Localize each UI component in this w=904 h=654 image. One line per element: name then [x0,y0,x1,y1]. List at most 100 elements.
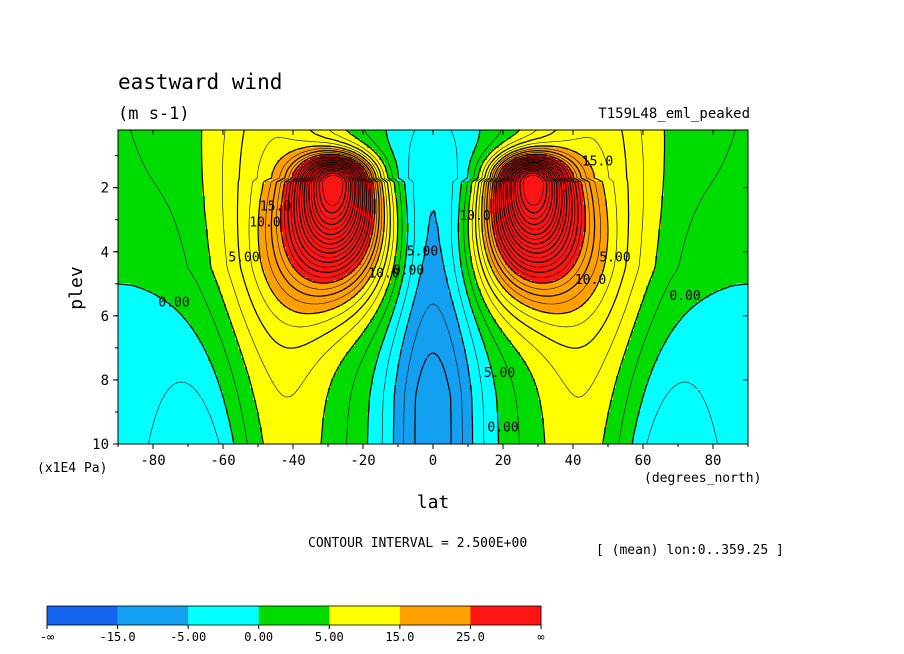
contour-line [290,158,576,268]
contour-line [248,136,618,328]
fill-cell [397,169,470,173]
fill-cell [118,250,209,254]
fill-cell [280,214,374,218]
fill-cell [322,442,368,444]
fill-cell [640,406,748,410]
fill-cell [586,220,608,224]
fill-cell [463,277,476,281]
fill-cell [400,349,467,353]
fill-cell [496,238,584,242]
fill-cell [655,364,748,368]
fill-cell [484,343,512,347]
fill-cell [184,316,230,320]
fill-cell [394,433,473,437]
fill-cell [253,394,329,398]
fill-cell [379,259,395,263]
fill-cell [517,298,590,302]
fill-cell [292,178,368,182]
fill-cell [118,220,206,224]
fill-cell [397,382,470,386]
fill-cell [154,292,221,296]
fill-cell [415,295,452,299]
fill-cell [664,163,748,167]
fill-cell [586,211,608,215]
fill-cell [118,226,206,230]
fill-cell [634,325,677,329]
fill-cell [496,274,521,278]
fill-cell [607,241,659,245]
fill-cell [340,361,377,365]
fill-cell [487,352,521,356]
contour-line [280,153,586,284]
fill-cell [376,151,395,155]
fill-cell [259,418,323,422]
fill-cell [487,154,506,158]
fill-cell [493,196,584,200]
fill-cell [541,406,611,410]
fill-cell [499,412,542,416]
fill-cell [604,196,662,200]
fill-cell [208,238,260,242]
fill-cell [253,388,329,392]
fill-cell [397,163,470,167]
fill-cell [526,364,623,368]
fill-cell [592,169,665,173]
fill-cell [511,160,563,164]
fill-cell [406,235,428,239]
colorbar-swatch [47,606,118,625]
fill-cell [394,187,407,191]
fill-cell [460,214,470,218]
fill-cell [118,391,224,395]
fill-cell [460,256,473,260]
fill-cell [496,397,539,401]
fill-cell [379,253,398,257]
fill-cell [595,175,665,179]
fill-cell [394,388,473,392]
fill-cell [406,265,422,269]
fill-cell [292,175,368,179]
fill-cell [325,403,371,407]
fill-cell [634,430,748,434]
fill-cell [118,253,209,257]
fill-cell [280,205,377,209]
fill-cell [502,286,596,290]
fill-cell [493,181,581,185]
fill-cell [118,187,203,191]
fill-cell [199,337,236,341]
fill-cell [727,286,748,290]
fill-cell [646,385,748,389]
fill-cell [469,298,485,302]
fill-cell [385,211,398,215]
fill-cell [406,262,425,266]
fill-cell [658,358,748,362]
fill-cell [205,349,242,353]
fill-cell [460,250,470,254]
fill-cell [118,238,209,242]
fill-cell [262,427,323,431]
fill-cell [469,364,491,368]
fill-cell [397,247,407,251]
fill-cell [574,265,605,269]
fill-cell [256,403,326,407]
fill-cell [580,181,602,185]
fill-cell [511,343,629,347]
fill-cell [274,166,299,170]
contour-label: 5.00 [484,366,515,381]
colorbar-swatch [188,606,260,625]
fill-cell [469,169,482,173]
fill-cell [259,217,281,221]
fill-cell [364,256,380,260]
fill-cell [460,238,470,242]
fill-cell [487,349,518,353]
fill-cell [607,208,662,212]
fill-cell [640,412,748,416]
fill-cell [118,241,209,245]
fill-cell [469,205,482,209]
y-tick-label: 2 [101,181,109,197]
fill-cell [262,184,284,188]
fill-cell [619,370,653,374]
fill-cell [376,202,386,206]
fill-cell [469,379,494,383]
fill-cell [118,322,191,326]
fill-cell [367,424,395,428]
